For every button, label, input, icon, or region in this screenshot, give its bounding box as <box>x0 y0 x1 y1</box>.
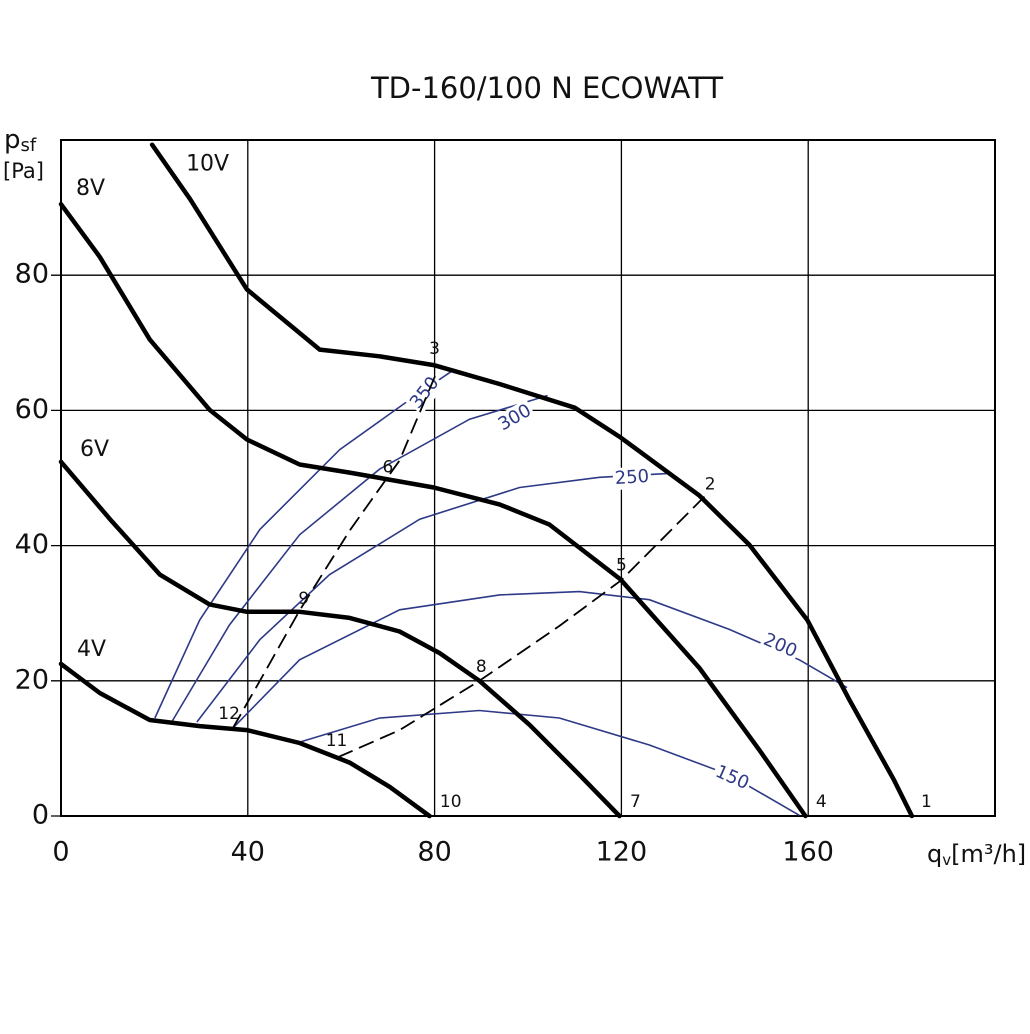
power-label-bg <box>758 628 802 664</box>
y-axis-symbol: p <box>4 125 21 155</box>
operating-point-label: 1 <box>921 792 932 812</box>
system-curve <box>337 494 707 759</box>
power-curve <box>154 368 456 719</box>
operating-point-label: 6 <box>382 457 393 477</box>
operating-point-label: 7 <box>630 792 641 812</box>
y-tick-label: 20 <box>15 664 49 695</box>
y-axis-unit: [Pa] <box>3 159 44 183</box>
power-curve <box>171 394 548 723</box>
x-tick-label: 0 <box>52 837 69 868</box>
x-tick-label: 40 <box>231 837 265 868</box>
y-tick-label: 60 <box>15 394 49 425</box>
x-axis-subscript: v <box>942 851 951 869</box>
operating-point-label: 4 <box>816 792 827 812</box>
y-axis-label: psf <box>4 125 37 157</box>
operating-point-label: 11 <box>326 731 348 751</box>
power-curve <box>196 472 672 723</box>
x-axis-label: qv[m³/h] <box>927 840 1026 869</box>
operating-point-label: 2 <box>705 474 716 494</box>
power-label-bg <box>493 398 537 438</box>
power-label-bg <box>710 760 754 796</box>
operating-point-label: 8 <box>476 657 487 677</box>
x-axis-unit: [m³/h] <box>951 840 1026 868</box>
x-tick-label: 160 <box>782 837 834 868</box>
fan-curve-label: 10V <box>186 152 229 177</box>
y-tick-label: 0 <box>32 800 49 831</box>
power-label: 350 <box>406 373 444 413</box>
y-tick-label: 80 <box>15 259 49 290</box>
power-label: 250 <box>614 466 650 489</box>
y-tick-label: 40 <box>15 529 49 560</box>
power-curve <box>232 590 848 729</box>
operating-point-label: 9 <box>298 589 309 609</box>
plot-frame <box>60 139 996 817</box>
operating-point-label: 12 <box>218 704 240 724</box>
chart-title: TD-160/100 N ECOWATT <box>370 71 723 105</box>
fan-curve <box>149 142 915 819</box>
y-axis-subscript: sf <box>21 135 37 156</box>
x-axis-symbol: q <box>927 840 942 868</box>
fan-curve <box>58 661 432 819</box>
fan-curve <box>58 201 808 819</box>
fan-curve <box>58 459 622 819</box>
power-label-bg <box>612 465 652 491</box>
x-tick-label: 80 <box>417 837 451 868</box>
fan-curve-label: 6V <box>80 437 109 462</box>
x-tick-label: 120 <box>596 837 648 868</box>
operating-point-label: 10 <box>440 792 462 812</box>
operating-point-label: 5 <box>616 555 627 575</box>
fan-curve-label: 4V <box>77 637 106 662</box>
operating-point-label: 3 <box>429 339 440 359</box>
system-curve <box>232 370 439 729</box>
fan-curve-label: 8V <box>76 176 105 201</box>
power-label-bg <box>404 371 446 415</box>
